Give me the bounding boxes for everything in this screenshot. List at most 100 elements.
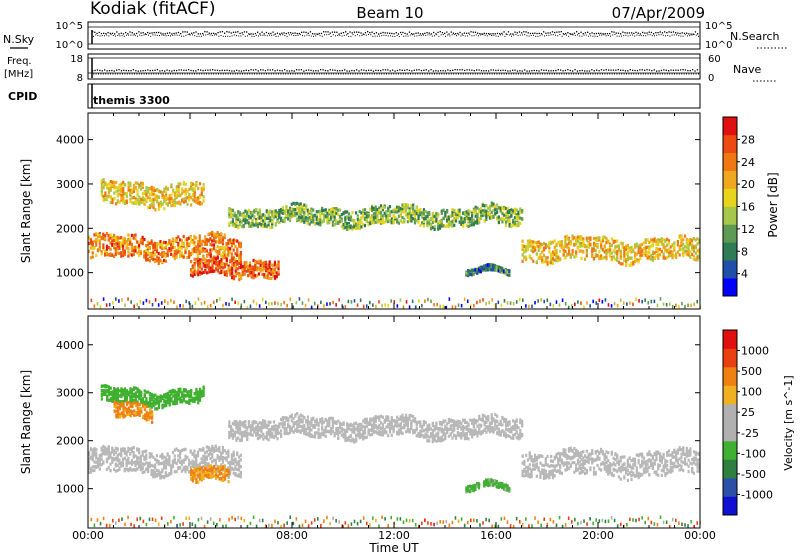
noise-cell (176, 305, 178, 309)
noise-sky-point (642, 32, 643, 33)
nave-point (247, 74, 248, 75)
noise-search-point (304, 35, 305, 36)
data-cell (600, 244, 602, 247)
freq-point (692, 69, 693, 70)
noise-sky-point (310, 31, 311, 32)
data-cell (133, 451, 135, 454)
freq-point (558, 69, 559, 70)
noise-cell (296, 301, 298, 305)
noise-sky-point (446, 31, 447, 32)
freq-point (625, 70, 626, 71)
noise-search-point (430, 34, 431, 35)
noise-cell (170, 299, 172, 303)
freq-point (560, 69, 561, 70)
noise-sky-point (349, 31, 350, 32)
nave-point (388, 74, 389, 75)
freq-point (555, 70, 556, 71)
noise-cell (103, 297, 105, 301)
noise-search-point (148, 35, 149, 36)
freq-point (289, 70, 290, 71)
data-cell (648, 248, 650, 251)
data-cell (126, 195, 128, 198)
data-cell (236, 251, 238, 254)
nave-point (681, 74, 682, 75)
noise-sky-point (479, 33, 480, 34)
noise-search-point (139, 35, 140, 36)
noise-sky-point (536, 33, 537, 34)
nave-point (110, 74, 111, 75)
freq-point (97, 69, 98, 70)
nave-point (532, 74, 533, 75)
noise-cell (510, 301, 512, 305)
noise-series (92, 30, 699, 44)
freq-point (303, 70, 304, 71)
noise-cell (329, 302, 331, 306)
noise-search-point (243, 34, 244, 35)
freq-point (620, 70, 621, 71)
noise-cell (586, 301, 588, 305)
data-cell (99, 242, 101, 245)
noise-sky-point (514, 31, 515, 32)
data-cell (99, 467, 101, 470)
noise-search-point (425, 35, 426, 36)
noise-sky-point (255, 33, 256, 34)
nave-point (648, 74, 649, 75)
nave-point (139, 74, 140, 75)
noise-search-point (276, 36, 277, 37)
data-cell (616, 255, 618, 258)
noise-search-point (361, 35, 362, 36)
noise-search-point (531, 35, 532, 36)
nave-point (496, 74, 497, 75)
colorbar-segment (723, 207, 737, 225)
nave-point (412, 74, 413, 75)
freq-point (378, 70, 379, 71)
station-title: Kodiak (fitACF) (90, 0, 216, 19)
noise-sky-point (217, 32, 218, 33)
nave-point (230, 74, 231, 75)
noise-search-point (656, 35, 657, 36)
noise-sky-point (261, 32, 262, 33)
data-cell (271, 220, 273, 223)
nave-point (549, 74, 550, 75)
noise-sky-point (503, 31, 504, 32)
data-cell (100, 252, 102, 255)
noise-sky-point (319, 33, 320, 34)
nave-point (494, 74, 495, 75)
noise-search-point (161, 34, 162, 35)
noise-right-tick-low: 10^0 (705, 40, 732, 51)
noise-sky-point (418, 32, 419, 33)
freq-point (586, 70, 587, 71)
noise-sky-point (336, 32, 337, 33)
data-cell (285, 205, 287, 208)
noise-sky-point (651, 32, 652, 33)
nave-point (468, 74, 469, 75)
nave-point (338, 74, 339, 75)
data-cell (508, 270, 510, 273)
freq-point (370, 70, 371, 71)
noise-search-point (183, 36, 184, 37)
noise-search-point (368, 34, 369, 35)
data-cell (133, 253, 135, 256)
data-cell (496, 211, 498, 214)
data-cell (129, 237, 131, 240)
noise-search-point (687, 35, 688, 36)
noise-search-point (658, 34, 659, 35)
data-cell (621, 262, 623, 265)
nave-point (192, 74, 193, 75)
freq-point (217, 70, 218, 71)
data-cell (471, 214, 473, 217)
data-cell (111, 201, 113, 204)
freq-point (147, 69, 148, 70)
noise-search-point (181, 36, 182, 37)
nave-point (124, 74, 125, 75)
freq-point (315, 70, 316, 71)
noise-sky-point (521, 32, 522, 33)
noise-sky-point (286, 33, 287, 34)
freq-point (666, 70, 667, 71)
noise-sky-point (523, 31, 524, 32)
noise-search-point (579, 36, 580, 37)
noise-search-point (502, 34, 503, 35)
data-cell (184, 251, 186, 254)
nave-point (434, 74, 435, 75)
noise-cell (253, 300, 255, 304)
